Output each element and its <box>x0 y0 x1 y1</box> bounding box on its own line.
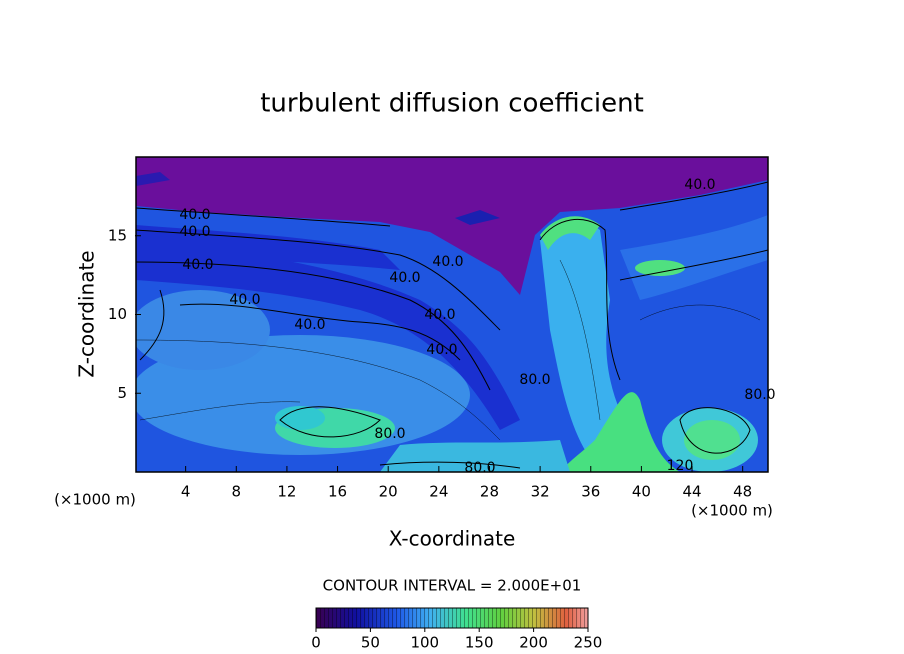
contour-label: 40.0 <box>179 207 210 223</box>
colorbar-tick-label: 50 <box>361 634 380 652</box>
x-tick-label: 12 <box>277 483 296 501</box>
contour-label: 40.0 <box>426 342 457 358</box>
x-axis-label: X-coordinate <box>389 527 516 551</box>
contour-label: 80.0 <box>374 426 405 442</box>
contour-label: 40.0 <box>294 317 325 333</box>
contour-label: 40.0 <box>182 257 213 273</box>
contour-label: 40.0 <box>179 224 210 240</box>
x-tick-label: 8 <box>232 483 242 501</box>
colorbar-tick-label: 100 <box>410 634 439 652</box>
contour-label: 40.0 <box>389 270 420 286</box>
x-tick-label: 4 <box>181 483 191 501</box>
x-tick-label: 36 <box>581 483 600 501</box>
y-tick-label: 10 <box>108 305 127 323</box>
chart-title: turbulent diffusion coefficient <box>260 89 644 119</box>
x-tick-label: 20 <box>379 483 398 501</box>
contour-interval: CONTOUR INTERVAL = 2.000E+01 <box>323 577 582 595</box>
contour-label: 40.0 <box>229 292 260 308</box>
colorbar-frame <box>315 607 589 629</box>
x-tick-label: 44 <box>682 483 701 501</box>
x-tick-label: 28 <box>480 483 499 501</box>
y-tick-label: 15 <box>108 226 127 244</box>
x-tick-label: 32 <box>531 483 550 501</box>
contour-label: 80.0 <box>744 387 775 403</box>
y-unit: (×1000 m) <box>54 491 136 509</box>
colorbar-tick-label: 200 <box>519 634 548 652</box>
colorbar-tick-label: 150 <box>465 634 494 652</box>
x-tick-label: 48 <box>733 483 752 501</box>
x-tick-label: 24 <box>429 483 448 501</box>
x-unit: (×1000 m) <box>691 502 773 520</box>
contour-label: 80.0 <box>519 372 550 388</box>
colorbar-tick-label: 250 <box>574 634 603 652</box>
x-tick-label: 16 <box>328 483 347 501</box>
colorbar-tick-label: 0 <box>311 634 321 652</box>
y-axis-label: Z-coordinate <box>75 250 99 377</box>
y-tick-label: 5 <box>117 384 127 402</box>
contour-label: 80.0 <box>464 460 495 476</box>
contour-label: 40.0 <box>432 254 463 270</box>
field <box>136 157 768 472</box>
contour-label: 120 <box>667 458 694 474</box>
contour-label: 40.0 <box>424 307 455 323</box>
contour-label: 40.0 <box>684 177 715 193</box>
x-tick-label: 40 <box>632 483 651 501</box>
